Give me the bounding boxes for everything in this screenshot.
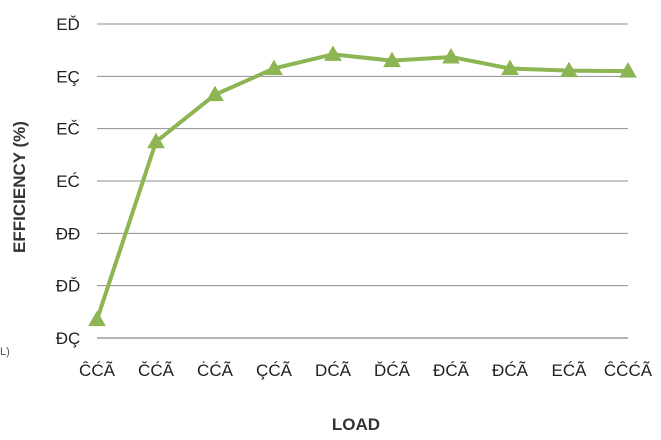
data-point xyxy=(206,85,224,102)
y-tick-labels: ĐÇ ĐĎ ĐĐ EĆ EČ EÇ EĎ xyxy=(56,15,81,348)
y-tick-label: EÇ xyxy=(56,67,80,86)
x-tick-label: ĈĆÃ xyxy=(79,361,116,380)
x-tick-label: ĐĆÃ xyxy=(433,361,470,380)
data-point xyxy=(501,59,519,75)
data-point xyxy=(442,47,460,64)
y-tick-label: EĆ xyxy=(56,172,80,191)
y-tick-label: ĐÇ xyxy=(56,329,81,348)
data-point xyxy=(560,61,578,78)
x-tick-label: EĆÃ xyxy=(552,361,588,380)
x-tick-label: ĈĈĆÃ xyxy=(604,361,653,380)
x-tick-label: DĆÃ xyxy=(315,361,352,380)
y-tick-label: EČ xyxy=(56,120,80,139)
x-tick-label: ÇĆÃ xyxy=(256,361,293,380)
x-axis-title: LOAD xyxy=(332,415,380,434)
y-axis-title: EFFICIENCY (%) xyxy=(10,121,29,253)
x-tick-labels: ĈĆÃ ČĆÃ ĊĆÃ ÇĆÃ DĆÃ ĎĆÃ ĐĆÃ ĐĆÃ EĆÃ ĈĈĆÃ xyxy=(79,360,653,380)
data-point xyxy=(88,310,106,327)
data-point xyxy=(324,45,342,61)
data-point xyxy=(619,62,637,78)
x-tick-label: ČĆÃ xyxy=(138,361,175,380)
data-point xyxy=(383,51,401,68)
series-efficiency xyxy=(88,45,637,327)
data-point xyxy=(147,132,165,149)
grid-layer xyxy=(97,23,628,339)
x-tick-label: ĊĆÃ xyxy=(197,360,234,380)
y-tick-label: ĐĐ xyxy=(56,224,81,243)
y-tick-label: ĐĎ xyxy=(56,277,81,296)
x-tick-label: ĎĆÃ xyxy=(374,361,411,380)
data-point xyxy=(265,59,283,75)
stray-label: L) xyxy=(0,346,10,358)
y-tick-label: EĎ xyxy=(56,15,80,34)
x-tick-label: ĐĆÃ xyxy=(492,361,529,380)
series-line xyxy=(95,52,630,322)
